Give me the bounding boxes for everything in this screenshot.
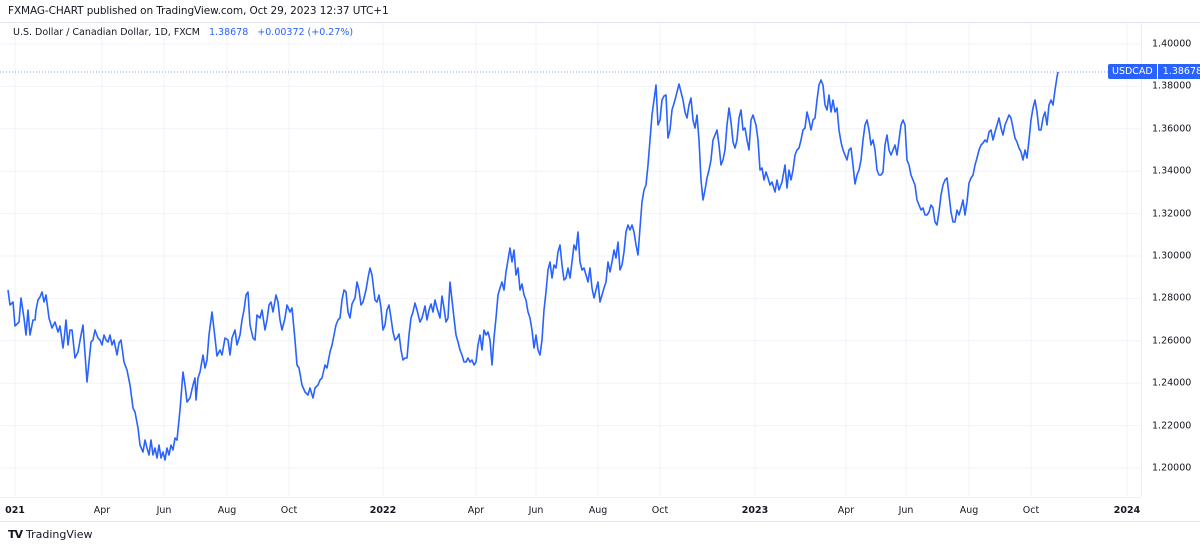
time-axis-label: 2022: [369, 505, 397, 516]
price-axis-label: 1.36000: [1152, 123, 1192, 135]
price-tag-symbol: USDCAD: [1108, 64, 1157, 79]
price-axis-label: 1.34000: [1152, 165, 1192, 177]
symbol-legend[interactable]: U.S. Dollar / Canadian Dollar, 1D, FXCM …: [13, 27, 353, 38]
brand-name: TradingView: [26, 528, 93, 541]
price-axis-label: 1.38000: [1152, 80, 1192, 92]
usdcad-price-line: [7, 71, 1059, 461]
time-axis-label: 021: [5, 505, 25, 516]
time-axis-label: Jun: [156, 505, 172, 516]
time-axis-label: Aug: [588, 505, 608, 516]
time-axis-label: Aug: [217, 505, 237, 516]
footer-divider: [0, 521, 1200, 522]
time-axis-label: Apr: [93, 505, 111, 516]
price-change: +0.00372 (+0.27%): [257, 27, 354, 38]
last-price-tag: USDCAD 1.38678: [1108, 64, 1200, 79]
time-axis-label: Jun: [528, 505, 544, 516]
price-line-chart[interactable]: [0, 23, 1141, 497]
price-axis-label: 1.30000: [1152, 250, 1192, 262]
price-axis-label: 1.24000: [1152, 377, 1192, 389]
price-axis-label: 1.32000: [1152, 208, 1192, 220]
time-axis-label: 2023: [741, 505, 769, 516]
price-axis-label: 1.28000: [1152, 292, 1192, 304]
tradingview-brand[interactable]: TV TradingView: [8, 528, 93, 541]
symbol-description: U.S. Dollar / Canadian Dollar, 1D, FXCM: [13, 27, 200, 38]
time-axis-label: Apr: [467, 505, 485, 516]
time-axis-label: Oct: [651, 505, 669, 516]
time-axis-divider: [0, 497, 1141, 498]
time-axis-label: 2024: [1113, 505, 1141, 516]
time-axis-label: Jun: [898, 505, 914, 516]
time-axis-label: Oct: [1022, 505, 1040, 516]
gridlines: [0, 23, 1141, 497]
price-axis-label: 1.22000: [1152, 420, 1192, 432]
tradingview-logo-icon: TV: [8, 528, 23, 541]
price-axis-label: 1.26000: [1152, 335, 1192, 347]
price-axis-label: 1.40000: [1152, 38, 1192, 50]
time-axis-label: Apr: [837, 505, 855, 516]
last-price: 1.38678: [208, 27, 249, 38]
published-info: FXMAG-CHART published on TradingView.com…: [8, 5, 389, 17]
price-axis-label: 1.20000: [1152, 462, 1192, 474]
header-divider: [0, 22, 1200, 23]
price-tag-value: 1.38678: [1157, 64, 1200, 79]
time-axis-label: Aug: [959, 505, 979, 516]
time-axis-label: Oct: [280, 505, 298, 516]
chart-pane[interactable]: [0, 23, 1141, 497]
price-axis-divider: [1141, 23, 1142, 497]
